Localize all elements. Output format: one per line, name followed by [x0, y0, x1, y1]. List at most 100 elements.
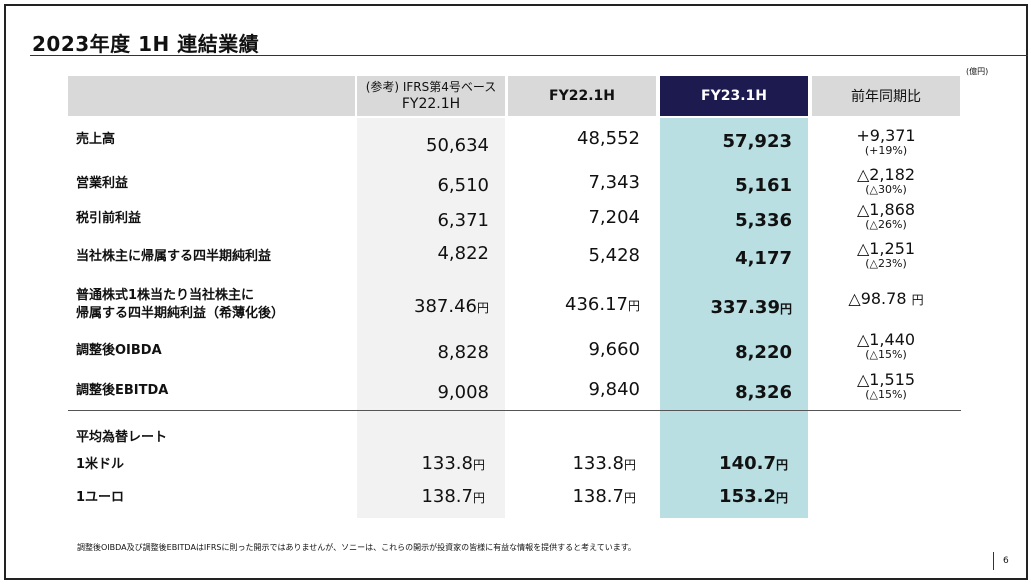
row-label: 税引前利益: [76, 210, 141, 228]
yen-unit: 円: [779, 302, 792, 316]
fy22-value: 9,660: [508, 339, 640, 360]
page-number-bar: [993, 552, 994, 570]
yoy-value: △2,182 (△30%): [812, 166, 960, 196]
title-divider: [30, 55, 1028, 56]
ref-value: 6,510: [357, 175, 489, 196]
table-separator: [68, 410, 961, 411]
header-fy22: FY22.1H: [508, 76, 656, 116]
slide-title: 2023年度 1H 連結業績: [32, 32, 260, 56]
yen-unit: 円: [623, 458, 636, 472]
row-label: 調整後EBITDA: [76, 382, 168, 400]
value-text: 9,660: [588, 339, 640, 360]
yen-unit: 円: [472, 491, 485, 505]
yoy-amount: △1,515: [856, 370, 916, 389]
fy23-column-bg: [660, 118, 808, 518]
value-text: 8,220: [735, 342, 792, 363]
value-text: 7,343: [588, 172, 640, 193]
value-text: 9,008: [437, 382, 489, 403]
yoy-amount: △1,440: [856, 330, 916, 349]
row-label: 営業利益: [76, 175, 128, 193]
value-text: 436.17: [565, 294, 628, 315]
yen-unit: 円: [476, 301, 489, 315]
yoy-value: +9,371 (+19%): [812, 127, 960, 157]
ref-value: 50,634: [357, 135, 489, 156]
yen-unit: 円: [627, 299, 640, 313]
fx-label-eur: 1ユーロ: [76, 490, 125, 505]
row-label-line1: 営業利益: [76, 176, 129, 191]
fy22-value: 5,428: [508, 245, 640, 266]
fx-usd-ref: 133.8円: [357, 453, 485, 474]
yoy-value: △98.78 円: [812, 290, 960, 309]
fy22-column-bg: [508, 118, 656, 518]
fy22-value: 7,204: [508, 207, 640, 228]
value-text: 8,828: [437, 342, 489, 363]
yoy-amount: △1,251: [856, 239, 916, 258]
fx-eur-fy22: 138.7円: [508, 486, 636, 507]
row-label-line1: 税引前利益: [76, 211, 142, 226]
ref-value: 6,371: [357, 210, 489, 231]
yoy-amount: △1,868: [856, 200, 916, 219]
ref-value: 4,822: [357, 243, 489, 264]
header-yoy: 前年同期比: [812, 76, 960, 116]
yoy-value: △1,868 (△26%): [812, 201, 960, 231]
yoy-percent: (△30%): [865, 183, 907, 196]
value-text: 138.7: [572, 486, 624, 507]
fx-eur-fy23: 153.2円: [660, 486, 788, 507]
page-number: 6: [1003, 556, 1009, 566]
header-ref-line1: (参考) IFRS第4号ベース: [365, 80, 497, 94]
header-blank: [68, 76, 355, 116]
row-label-line1: 調整後EBITDA: [76, 383, 169, 398]
row-label: 普通株式1株当たり当社株主に 帰属する四半期純利益（希薄化後）: [76, 287, 284, 323]
ref-value: 387.46円: [357, 296, 489, 317]
ref-value: 8,828: [357, 342, 489, 363]
yoy-amount: △2,182: [856, 165, 916, 184]
value-text: 48,552: [577, 128, 640, 149]
row-label: 当社株主に帰属する四半期純利益: [76, 248, 271, 266]
fx-usd-fy23: 140.7円: [660, 453, 788, 474]
row-label-line1: 当社株主に帰属する四半期純利益: [76, 249, 272, 264]
fy23-value: 57,923: [660, 131, 792, 152]
yoy-percent: (△15%): [865, 348, 907, 361]
yoy-value: △1,251 (△23%): [812, 240, 960, 270]
fx-eur-ref: 138.7円: [357, 486, 485, 507]
yen-unit: 円: [472, 458, 485, 472]
fy23-value: 5,161: [660, 175, 792, 196]
fy22-value: 7,343: [508, 172, 640, 193]
value-text: 9,840: [588, 379, 640, 400]
value-text: 57,923: [722, 131, 792, 152]
fy23-value: 337.39円: [660, 297, 792, 318]
value-text: 50,634: [426, 135, 489, 156]
row-label-line1: 売上高: [76, 132, 116, 147]
value-text: 8,326: [735, 382, 792, 403]
fy22-value: 436.17円: [508, 294, 640, 315]
fx-label-usd: 1米ドル: [76, 457, 125, 472]
fy23-value: 5,336: [660, 210, 792, 231]
header-ref-line2: FY22.1H: [401, 96, 461, 112]
ref-column-bg: [357, 118, 505, 518]
value-text: 5,428: [588, 245, 640, 266]
fy23-value: 4,177: [660, 248, 792, 269]
yoy-percent: (+19%): [864, 144, 908, 157]
fy23-value: 8,220: [660, 342, 792, 363]
value-text: 5,336: [735, 210, 792, 231]
value-text: 4,177: [735, 248, 792, 269]
fy22-value: 9,840: [508, 379, 640, 400]
yen-unit: 円: [623, 491, 636, 505]
value-text: 387.46: [414, 296, 477, 317]
fy22-value: 48,552: [508, 128, 640, 149]
footnote: 調整後OIBDA及び調整後EBITDAはIFRSに則った開示ではありませんが、ソ…: [77, 543, 636, 552]
value-text: 7,204: [588, 207, 640, 228]
value-text: 5,161: [735, 175, 792, 196]
value-text: 4,822: [437, 243, 489, 264]
fy23-value: 8,326: [660, 382, 792, 403]
value-text: 133.8: [421, 453, 473, 474]
ref-value: 9,008: [357, 382, 489, 403]
slide-frame: [4, 4, 1028, 580]
row-label-line1: 普通株式1株当たり当社株主に: [76, 288, 255, 303]
header-ref: (参考) IFRS第4号ベース FY22.1H: [357, 76, 505, 116]
fx-title: 平均為替レート: [76, 430, 168, 445]
yoy-percent: (△26%): [865, 218, 907, 231]
value-text: 337.39: [710, 297, 780, 318]
row-label: 売上高: [76, 131, 115, 149]
yen-unit: 円: [911, 293, 924, 307]
